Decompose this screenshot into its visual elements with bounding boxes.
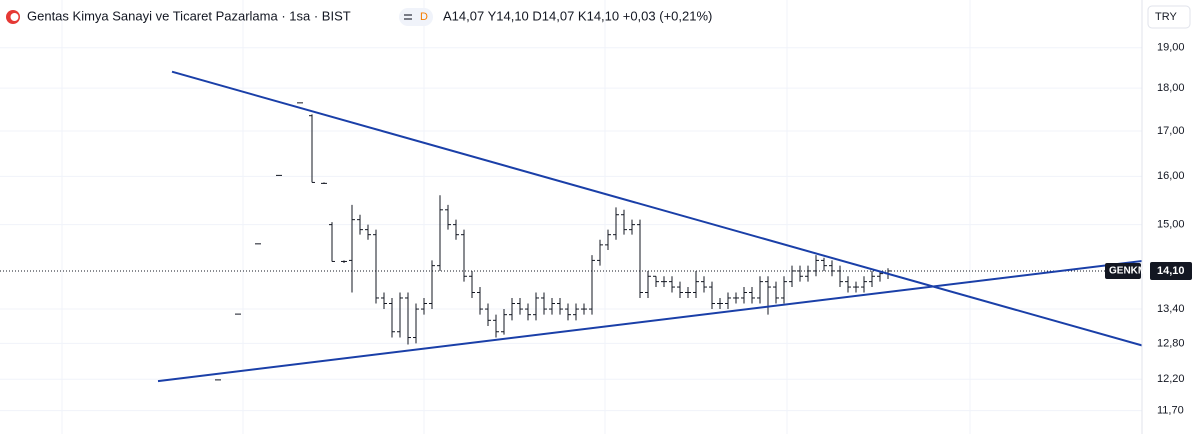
badge-label: D <box>420 11 428 23</box>
price-label: 14,10 <box>1157 265 1185 277</box>
y-tick-label: 13,40 <box>1157 303 1185 315</box>
badge-icon <box>404 18 412 20</box>
badge-icon <box>404 14 412 16</box>
chart-title: Gentas Kimya Sanayi ve Ticaret Pazarlama… <box>27 8 351 23</box>
y-tick-label: 11,70 <box>1157 405 1184 417</box>
flag-crescent <box>10 13 19 21</box>
price-box <box>1150 261 1192 280</box>
y-tick-label: 12,80 <box>1157 337 1185 349</box>
legend-values: A14,07 Y14,10 D14,07 K14,10 +0,03 (+0,21… <box>443 8 712 23</box>
y-tick-label: 17,00 <box>1157 125 1185 137</box>
y-tick-label: 19,00 <box>1157 42 1185 54</box>
trend-line <box>171 70 1142 347</box>
y-tick-label: 15,00 <box>1157 219 1185 231</box>
symbol-label: GENKM <box>1109 266 1146 277</box>
currency-button[interactable] <box>1147 5 1191 29</box>
symbol-box <box>1105 262 1141 279</box>
currency-label: TRY <box>1155 11 1177 23</box>
y-tick-label: 18,00 <box>1157 82 1185 94</box>
y-tick-label: 12,20 <box>1157 373 1185 385</box>
badge[interactable] <box>399 8 433 26</box>
y-tick-label: 16,00 <box>1157 170 1185 182</box>
trend-line <box>157 260 1142 383</box>
